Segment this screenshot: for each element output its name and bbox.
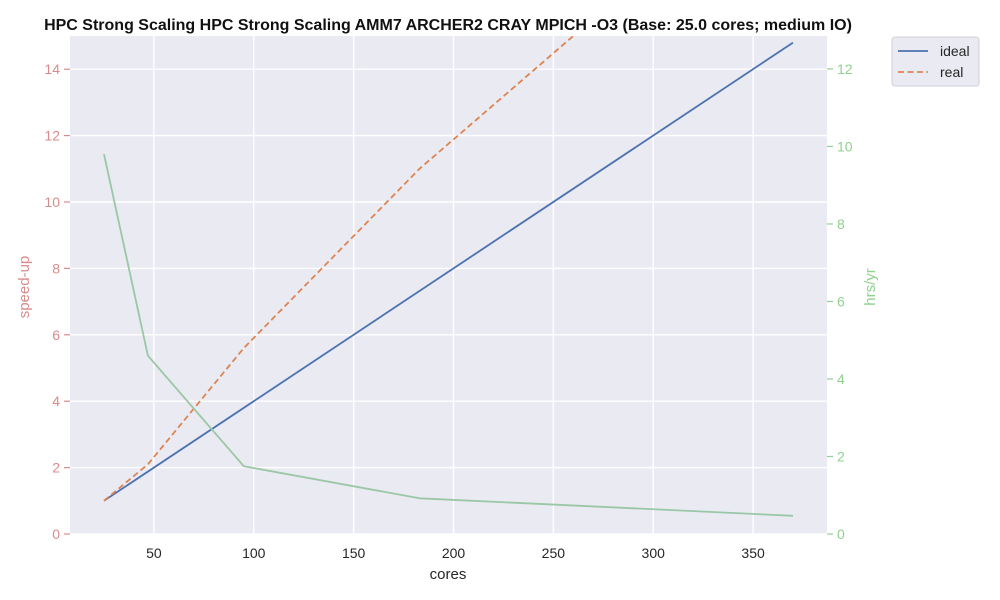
x-tick-label: 150 — [342, 545, 366, 561]
right-tick-label: 0 — [837, 526, 845, 542]
x-tick-label: 50 — [146, 545, 162, 561]
legend-label-ideal: ideal — [940, 43, 970, 59]
legend-box — [891, 36, 980, 87]
x-axis-label: cores — [430, 566, 467, 583]
right-tick-label: 4 — [837, 371, 845, 387]
right-tick-label: 2 — [837, 448, 845, 464]
left-tick-label: 10 — [44, 194, 60, 210]
x-tick-label: 200 — [442, 545, 466, 561]
series-line-right-axis — [103, 154, 794, 517]
ticks-layer: 50 100 150 200 250 300 350 0 2 4 6 8 10 12 14 0 2 4 6 8 10 12 — [44, 61, 852, 561]
legend: ideal real — [891, 36, 980, 87]
x-tick-label: 300 — [642, 545, 666, 561]
left-tick-label: 0 — [52, 526, 60, 542]
right-tick-label: 8 — [837, 216, 845, 232]
series-line-real — [103, 36, 574, 502]
right-tick-label: 6 — [837, 293, 845, 309]
chart-title: HPC Strong Scaling HPC Strong Scaling AM… — [44, 17, 852, 34]
x-tick-label: 250 — [542, 545, 566, 561]
left-tick-label: 14 — [44, 61, 60, 77]
grid-layer — [70, 36, 827, 535]
y-axis-label-right: hrs/yr — [862, 268, 879, 306]
left-tick-label: 4 — [52, 393, 60, 409]
plot-area — [70, 36, 827, 534]
y-axis-label-left: speed-up — [16, 256, 33, 319]
series-layer — [103, 36, 794, 517]
x-tick-label: 100 — [242, 545, 266, 561]
left-tick-label: 2 — [52, 460, 60, 476]
legend-label-real: real — [940, 64, 963, 80]
right-tick-label: 10 — [837, 138, 853, 154]
series-line-ideal — [103, 41, 794, 502]
left-tick-label: 6 — [52, 327, 60, 343]
right-tick-label: 12 — [837, 61, 853, 77]
left-tick-label: 8 — [52, 260, 60, 276]
left-tick-label: 12 — [44, 128, 60, 144]
x-tick-label: 350 — [741, 545, 765, 561]
